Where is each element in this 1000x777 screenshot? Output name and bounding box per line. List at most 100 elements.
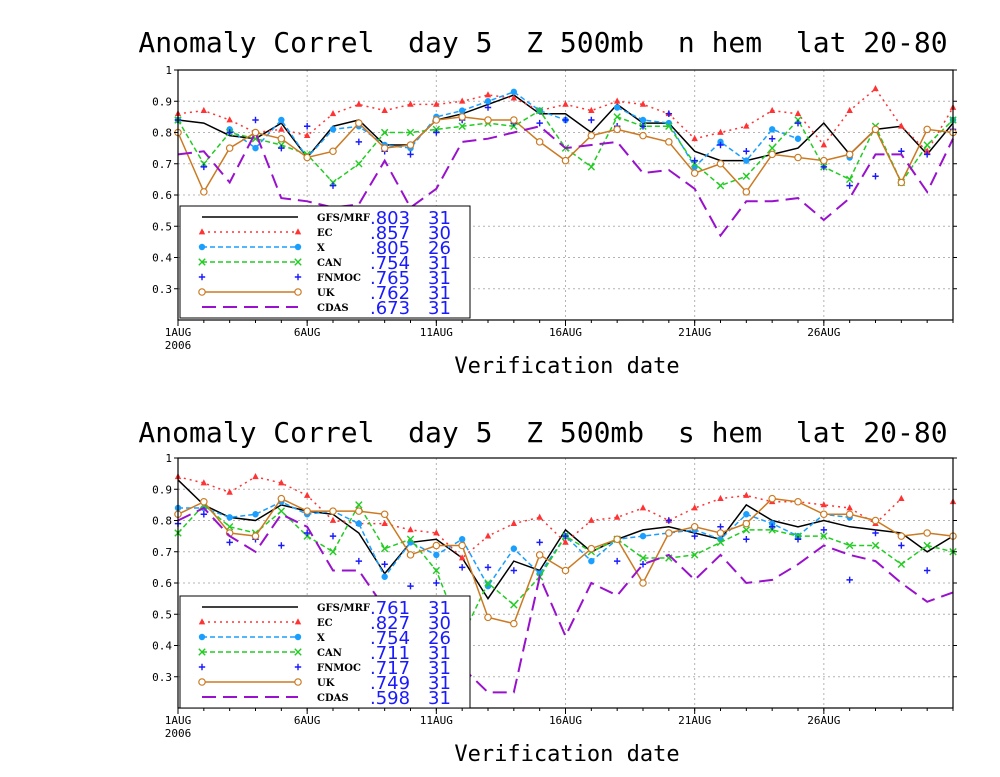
legend-series-count: 31 <box>428 643 451 664</box>
plus-marker <box>226 539 233 546</box>
open-circle-marker <box>820 510 828 519</box>
plus-marker <box>433 579 440 587</box>
open-circle-marker <box>561 156 570 165</box>
open-circle-marker <box>432 541 441 550</box>
x-marker <box>587 163 596 171</box>
open-circle-marker <box>794 153 802 162</box>
x-marker <box>716 538 725 547</box>
series-cdas <box>177 125 954 238</box>
triangle-marker <box>226 488 233 495</box>
legend-series-count: 26 <box>428 238 451 259</box>
circle-marker <box>743 511 750 518</box>
circle-marker <box>510 545 518 552</box>
open-circle-marker <box>639 579 647 587</box>
x-marker <box>639 554 647 562</box>
triangle-marker <box>898 122 905 129</box>
x-tick-label: 6AUG <box>294 714 321 727</box>
y-tick-label: 0.8 <box>152 127 172 140</box>
plus-marker <box>536 119 543 127</box>
legend-series-name: X <box>317 633 325 644</box>
triangle-marker <box>433 100 440 107</box>
y-tick-label: 1 <box>165 452 172 465</box>
open-circle-marker <box>923 529 931 537</box>
circle-marker <box>355 520 363 527</box>
y-tick-label: 0.6 <box>152 189 172 202</box>
series-uk <box>174 113 957 196</box>
plus-marker <box>872 529 879 537</box>
x-tick-label: 21AUG <box>678 326 711 339</box>
open-circle-marker <box>277 494 286 503</box>
legend-series-count: 30 <box>428 613 451 634</box>
plus-marker <box>303 529 311 537</box>
plus-marker <box>717 523 724 530</box>
open-circle-marker <box>742 519 751 528</box>
plus-marker <box>768 523 776 530</box>
triangle-marker <box>846 106 853 114</box>
circle-marker <box>639 532 647 540</box>
open-circle-marker <box>845 150 854 159</box>
triangle-marker <box>613 513 621 520</box>
plus-marker <box>303 123 311 130</box>
legend-series-score: .711 <box>370 643 410 664</box>
plus-marker <box>510 567 518 574</box>
x-marker <box>198 258 206 266</box>
x-marker <box>294 648 302 656</box>
x-tick-label: 11AUG <box>420 714 453 727</box>
triangle-marker <box>639 504 647 511</box>
circle-marker <box>252 144 259 152</box>
triangle-marker <box>303 131 311 139</box>
open-circle-marker <box>458 541 466 550</box>
triangle-marker <box>407 526 414 533</box>
legend-series-score: .827 <box>370 613 410 634</box>
legend-series-name: X <box>317 243 325 254</box>
circle-marker <box>458 107 466 114</box>
x-tick-label: 26AUG <box>807 326 840 339</box>
chart-title: Anomaly Correl day 5 Z 500mb s hem lat 2… <box>138 416 947 449</box>
plus-marker <box>226 129 233 136</box>
triangle-marker <box>200 479 208 486</box>
legend-series-count: 31 <box>428 253 451 274</box>
x-tick-label: 6AUG <box>294 326 321 339</box>
triangle-marker <box>691 135 698 142</box>
circle-marker <box>743 157 750 164</box>
triangle-marker <box>433 529 440 536</box>
plus-marker <box>200 163 208 171</box>
triangle-marker <box>820 501 828 508</box>
legend-series-score: .762 <box>370 283 410 304</box>
plus-marker <box>329 182 337 189</box>
x-tick-label: 1AUG <box>165 326 192 339</box>
open-circle-marker <box>380 144 389 152</box>
x-marker <box>535 106 544 115</box>
plus-marker <box>872 173 879 180</box>
legend-series-score: .749 <box>370 673 410 694</box>
circle-marker <box>329 126 337 133</box>
legend-series-count: 31 <box>428 688 451 709</box>
x-marker <box>897 560 906 568</box>
x-marker <box>294 258 302 266</box>
open-circle-marker <box>613 125 621 134</box>
x-marker <box>742 526 751 534</box>
plus-marker <box>691 532 698 540</box>
circle-marker <box>639 116 647 124</box>
legend-series-score: .673 <box>370 298 410 319</box>
triangle-marker <box>294 618 302 625</box>
open-circle-marker <box>432 116 441 124</box>
open-circle-marker <box>535 138 544 146</box>
triangle-marker <box>510 519 518 527</box>
open-circle-marker <box>303 153 311 162</box>
x-tick-label: 11AUG <box>420 326 453 339</box>
triangle-marker <box>198 228 206 235</box>
triangle-marker <box>407 100 414 107</box>
x-marker <box>510 601 518 609</box>
y-tick-label: 0.3 <box>152 671 172 684</box>
open-circle-marker <box>742 188 751 196</box>
circle-marker <box>278 116 285 124</box>
legend-series-name: GFS/MRF <box>317 603 370 614</box>
x-marker <box>716 181 725 190</box>
triangle-marker <box>278 479 285 486</box>
y-tick-label: 0.9 <box>152 483 172 496</box>
open-circle-marker <box>613 535 621 544</box>
triangle-marker <box>562 538 569 545</box>
legend-series-score: .754 <box>370 628 410 649</box>
open-circle-marker <box>768 494 776 503</box>
